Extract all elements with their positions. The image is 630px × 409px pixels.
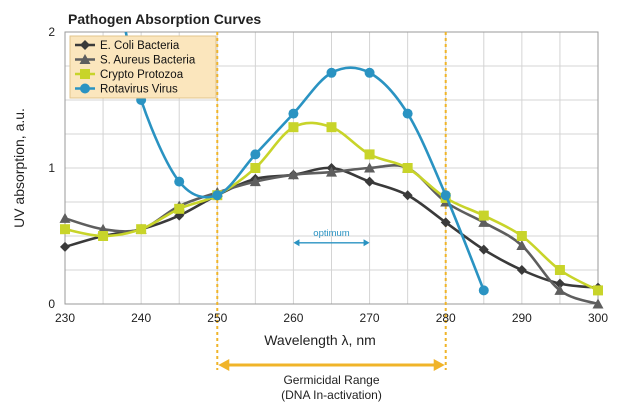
plot-area — [64, 31, 599, 305]
data-point-crypto-protozoa — [174, 203, 185, 214]
legend-item-crypto-protozoa: Crypto Protozoa — [75, 69, 184, 81]
legend-item-s-aureus-bacteria: S. Aureus Bacteria — [75, 54, 196, 67]
data-point-rotavirus-virus — [402, 108, 413, 119]
germicidal-arrow-left — [218, 359, 230, 371]
data-point-crypto-protozoa — [326, 122, 337, 133]
series-crypto-protozoa — [60, 121, 603, 296]
data-point-s-aureus-bacteria — [326, 166, 337, 177]
data-point-crypto-protozoa — [402, 163, 413, 173]
data-point-e-coli-bacteria — [440, 217, 451, 228]
legend-item-e-coli-bacteria: E. Coli Bacteria — [75, 40, 180, 52]
data-point-rotavirus-virus — [250, 149, 261, 160]
series-rotavirus-virus — [124, 32, 489, 296]
y-tick-label: 1 — [48, 161, 55, 175]
series-layer — [59, 32, 604, 309]
legend-item-rotavirus-virus: Rotavirus Virus — [75, 83, 178, 96]
data-point-e-coli-bacteria — [364, 176, 375, 187]
x-tick-label: 230 — [55, 311, 75, 325]
data-point-e-coli-bacteria — [516, 265, 527, 275]
data-point-rotavirus-virus — [326, 67, 337, 78]
data-point-rotavirus-virus — [174, 176, 185, 187]
data-point-crypto-protozoa — [516, 231, 527, 241]
data-point-crypto-protozoa — [98, 231, 109, 241]
chart-title: Pathogen Absorption Curves — [68, 11, 261, 27]
germicidal-range-label: Germicidal Range — [283, 373, 379, 387]
x-tick-label: 260 — [283, 311, 303, 325]
grid — [64, 31, 599, 305]
data-point-e-coli-bacteria — [60, 241, 70, 252]
data-point-crypto-protozoa — [250, 163, 261, 173]
data-point-s-aureus-bacteria — [478, 216, 490, 227]
data-point-rotavirus-virus — [364, 67, 375, 78]
data-point-s-aureus-bacteria — [287, 169, 299, 180]
x-tick-label: 290 — [512, 311, 532, 325]
legend-swatch-marker — [79, 54, 91, 64]
legend-swatch-marker — [80, 69, 90, 79]
optimum-arrow-right — [363, 239, 370, 247]
legend: E. Coli Bacteria S. Aureus Bacteria Crypto… — [69, 35, 217, 99]
data-point-e-coli-bacteria — [402, 190, 413, 201]
optimum-annotation: optimum — [293, 228, 370, 247]
x-tick-label: 280 — [436, 311, 456, 325]
legend-label: Crypto Protozoa — [100, 69, 184, 81]
x-tick-label: 250 — [207, 311, 227, 325]
legend-label: Rotavirus Virus — [100, 84, 178, 96]
data-point-rotavirus-virus — [288, 108, 299, 119]
plot-border — [64, 31, 599, 305]
legend-label: S. Aureus Bacteria — [100, 55, 196, 67]
legend-label: E. Coli Bacteria — [100, 40, 180, 52]
data-point-e-coli-bacteria — [554, 278, 565, 289]
data-point-crypto-protozoa — [593, 285, 603, 296]
legend-swatch-marker — [80, 40, 90, 50]
y-axis-label: UV absorption, a.u. — [11, 108, 27, 228]
data-point-crypto-protozoa — [554, 265, 565, 275]
data-point-crypto-protozoa — [288, 122, 299, 133]
data-point-crypto-protozoa — [364, 149, 375, 160]
tick-labels: 230 240 250 260 270 280 290 300 0 1 2 — [48, 25, 608, 325]
data-point-s-aureus-bacteria — [592, 298, 604, 309]
x-tick-label: 240 — [131, 311, 151, 325]
optimum-arrow-left — [293, 239, 300, 247]
legend-swatch-marker — [80, 83, 90, 94]
data-point-s-aureus-bacteria — [516, 240, 528, 251]
data-point-crypto-protozoa — [478, 210, 489, 221]
germicidal-arrow-right — [433, 359, 445, 371]
x-tick-label: 300 — [588, 311, 608, 325]
x-axis-label: Wavelength λ, nm — [264, 332, 376, 348]
optimum-label: optimum — [313, 228, 350, 239]
data-point-rotavirus-virus — [478, 285, 489, 296]
x-tick-label: 270 — [360, 311, 380, 325]
data-point-crypto-protozoa — [136, 224, 147, 235]
germicidal-range-sublabel: (DNA In-activation) — [281, 388, 382, 402]
y-tick-label: 0 — [48, 297, 55, 311]
data-point-crypto-protozoa — [60, 224, 70, 235]
data-point-s-aureus-bacteria — [364, 162, 376, 173]
y-tick-label: 2 — [48, 25, 55, 39]
data-point-rotavirus-virus — [440, 190, 451, 201]
data-point-s-aureus-bacteria — [59, 212, 71, 223]
data-point-e-coli-bacteria — [478, 244, 489, 255]
data-point-rotavirus-virus — [212, 190, 223, 201]
data-point-s-aureus-bacteria — [249, 176, 261, 187]
data-point-s-aureus-bacteria — [554, 284, 566, 295]
